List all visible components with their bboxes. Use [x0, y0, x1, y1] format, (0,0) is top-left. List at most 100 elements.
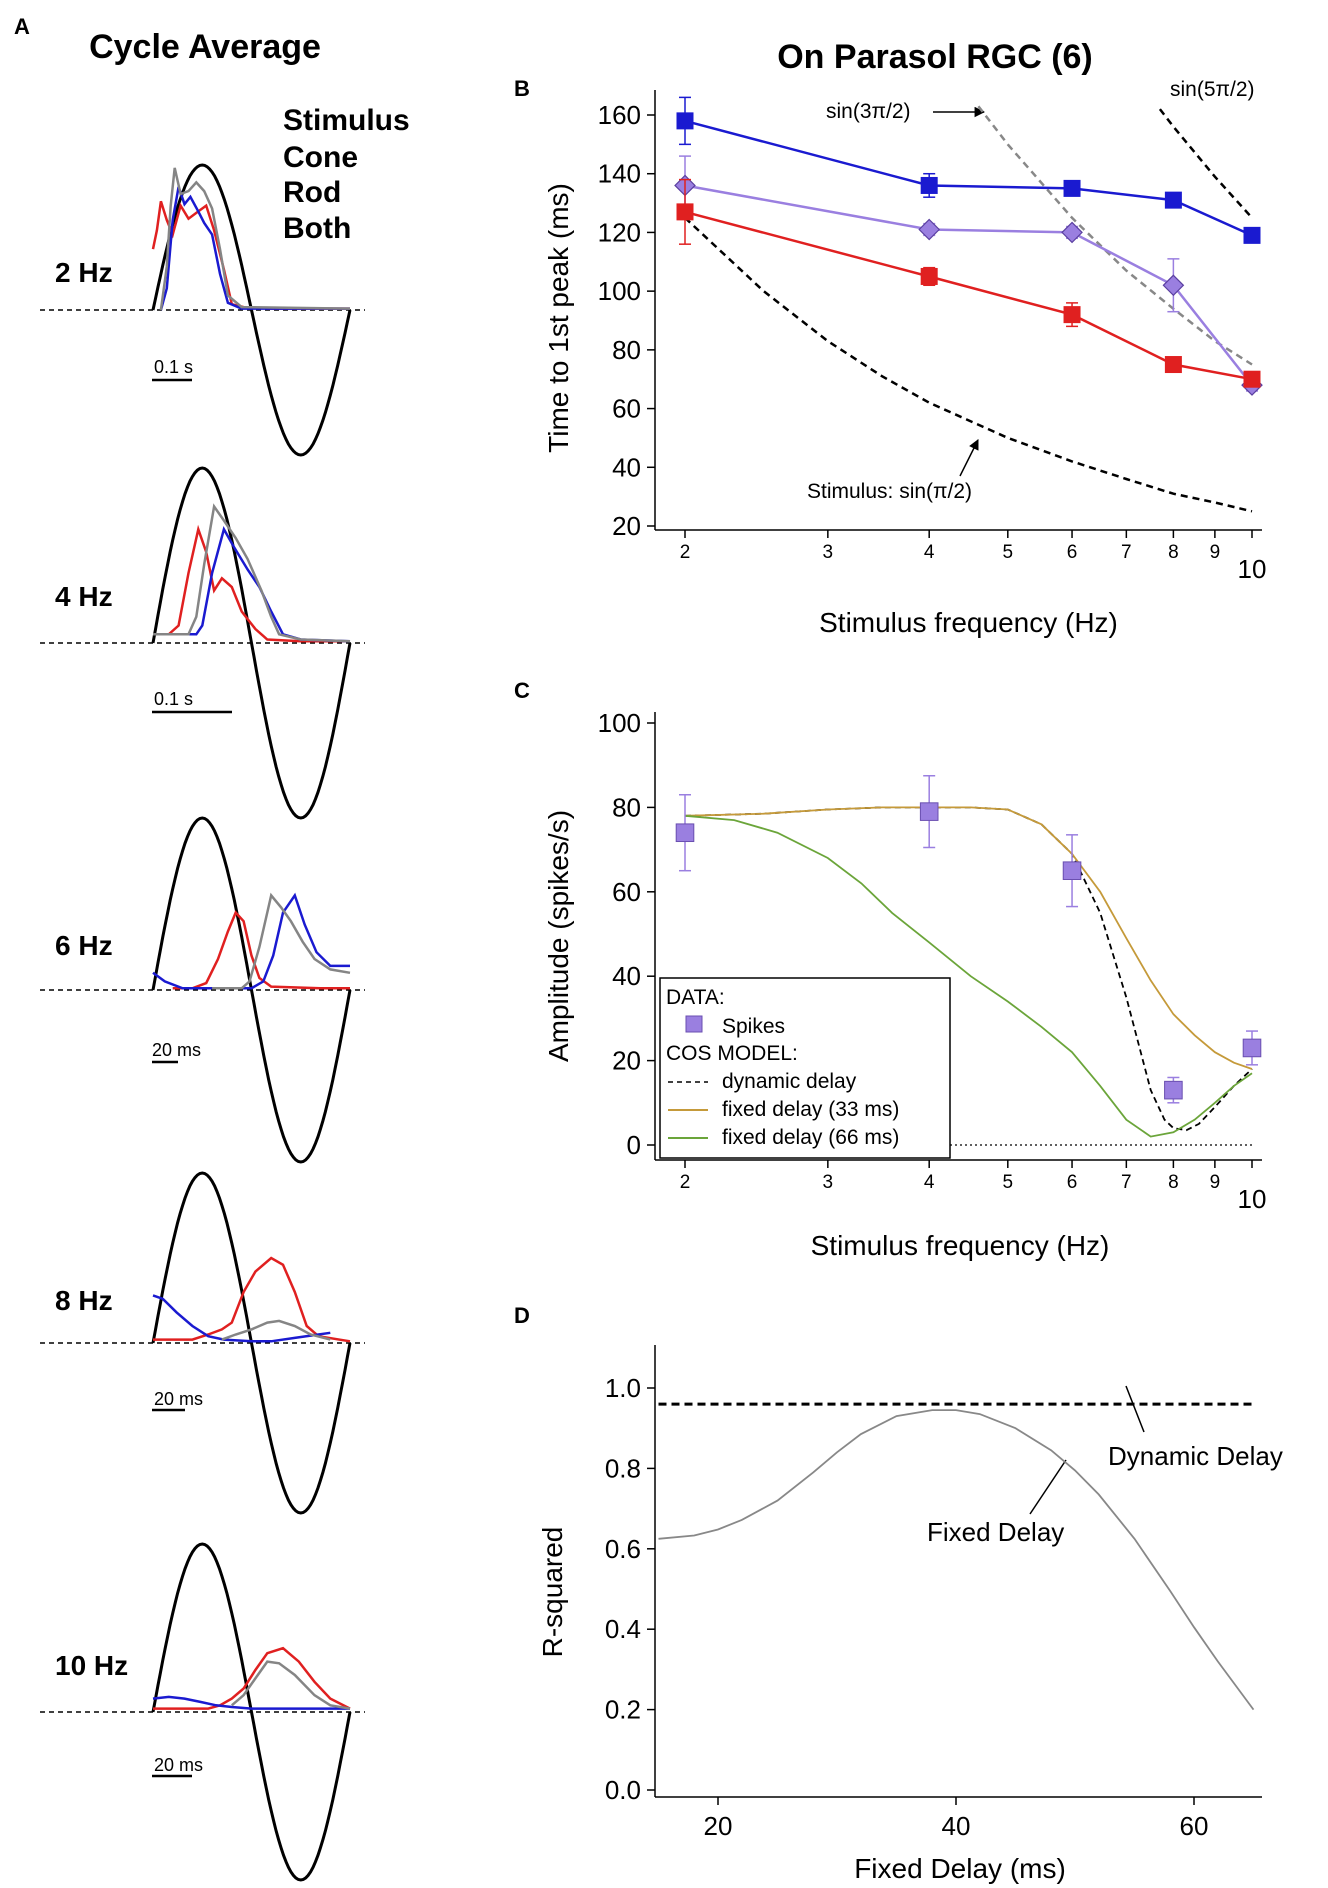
scalebar-label-2hz: 0.1 s	[154, 357, 193, 377]
panel-c: Stimulus frequency (Hz) Amplitude (spike…	[543, 708, 1266, 1261]
panel-c-ylabel: Amplitude (spikes/s)	[543, 810, 574, 1062]
cone-trace-4hz	[153, 524, 350, 643]
legend-spikes-marker	[685, 1015, 703, 1033]
legend-data-header: DATA:	[666, 986, 725, 1009]
panel-a-legend: Stimulus Cone Rod Both	[283, 104, 410, 245]
both-trace-8hz	[221, 1319, 331, 1341]
panel-b-x-tick-label: 7	[1121, 542, 1132, 563]
both-trace-10hz	[230, 1660, 351, 1710]
series-cone-point	[676, 203, 694, 221]
panel-b: Stimulus frequency (Hz) Time to 1st peak…	[543, 78, 1266, 638]
series-rod-point	[1164, 191, 1182, 209]
panel-b-y-tick-label: 120	[598, 217, 641, 247]
panel-b-y-tick-label: 140	[598, 159, 641, 189]
panel-letter-a: A	[14, 14, 30, 39]
both-trace-4hz	[153, 503, 351, 643]
panel-c-y-tick-label: 80	[612, 792, 641, 822]
panel-b-ylabel: Time to 1st peak (ms)	[543, 183, 574, 453]
panel-d-y-tick-label: 0.8	[605, 1453, 641, 1483]
series-cone-point	[1243, 370, 1261, 388]
freq-label-4hz: 4 Hz	[55, 581, 113, 612]
panel-b-y-tick-label: 80	[612, 335, 641, 365]
panel-d-xlabel: Fixed Delay (ms)	[854, 1853, 1066, 1884]
leader-dynamic-delay	[1125, 1385, 1145, 1433]
legend-model-header: COS MODEL:	[666, 1042, 798, 1065]
panel-c-y-tick-label: 20	[612, 1046, 641, 1076]
panel-d-y-tick-label: 0.4	[605, 1614, 641, 1644]
stimulus-trace-6hz	[151, 816, 352, 1164]
stimulus-trace-4hz	[151, 466, 352, 820]
spikes-point	[1062, 861, 1082, 881]
model-line	[684, 814, 1253, 1138]
panel-c-x-tick-label: 6	[1067, 1172, 1078, 1193]
arrow-stimulus	[959, 439, 979, 477]
panel-a-title: Cycle Average	[89, 28, 321, 66]
legend-spikes: Spikes	[722, 1015, 785, 1038]
panel-d-y-tick-label: 0.0	[605, 1775, 641, 1805]
panel-c-x-tick-label: 2	[680, 1172, 691, 1193]
panel-c-x-tick-label: 4	[924, 1172, 935, 1193]
panel-d-y-tick-label: 1.0	[605, 1373, 641, 1403]
scalebar-label-8hz: 20 ms	[154, 1389, 203, 1409]
panel-d-x-tick-label: 20	[704, 1811, 733, 1841]
reference-line	[684, 216, 1253, 513]
panel-letter-b: B	[514, 76, 530, 101]
both-trace-6hz	[212, 892, 351, 990]
legend-rod: Rod	[283, 176, 341, 209]
figure-title: On Parasol RGC (6)	[777, 38, 1093, 76]
series-both-point	[1162, 274, 1185, 297]
series-cone-point	[1063, 306, 1081, 324]
panel-c-y-tick-label: 100	[598, 708, 641, 738]
panel-b-y-tick-label: 20	[612, 511, 641, 541]
panel-d-y-tick-label: 0.6	[605, 1534, 641, 1564]
annotation-sin5: sin(5π/2)	[1170, 78, 1255, 101]
spikes-point	[1242, 1038, 1262, 1058]
legend-fixed66: fixed delay (66 ms)	[722, 1126, 899, 1149]
panel-b-x-tick-label: 8	[1168, 542, 1179, 563]
freq-label-10hz: 10 Hz	[55, 1650, 128, 1681]
panel-c-xlabel: Stimulus frequency (Hz)	[811, 1230, 1110, 1261]
legend-both: Both	[283, 212, 351, 245]
panel-d-x-tick-label: 40	[942, 1811, 971, 1841]
series-cone-point	[1164, 356, 1182, 374]
panel-d-ylabel: R-squared	[537, 1527, 568, 1658]
series-rod-point	[920, 176, 938, 194]
panel-letter-c: C	[514, 678, 530, 703]
legend-dynamic: dynamic delay	[722, 1070, 857, 1093]
annotation-dynamic-delay: Dynamic Delay	[1108, 1441, 1283, 1471]
panel-c-y-tick-label: 60	[612, 877, 641, 907]
panel-a: 2 Hz 4 Hz 6 Hz 8 Hz 10 Hz 0.1 s 0.1 s 20…	[40, 163, 365, 1882]
panel-c-x-tick-label: 5	[1003, 1172, 1014, 1193]
panel-b-x-tick-label: 9	[1210, 542, 1221, 563]
panel-d-y-tick-label: 0.2	[605, 1695, 641, 1725]
model-line	[684, 806, 1253, 1132]
legend-fixed33: fixed delay (33 ms)	[722, 1098, 899, 1121]
reference-line	[1158, 108, 1253, 219]
series-rod-point	[1243, 226, 1261, 244]
series-line-rod	[684, 119, 1253, 237]
panel-c-x-tick-label: 8	[1168, 1172, 1179, 1193]
annotation-fixed-delay: Fixed Delay	[927, 1517, 1064, 1547]
reference-line	[977, 105, 1253, 366]
panel-b-x-tick-label: 5	[1003, 542, 1014, 563]
panel-b-x-tick-label: 10	[1238, 554, 1267, 584]
panel-b-y-tick-label: 160	[598, 100, 641, 130]
panel-b-xlabel: Stimulus frequency (Hz)	[819, 607, 1118, 638]
cone-trace-8hz	[153, 1256, 351, 1343]
panel-letter-d: D	[514, 1303, 530, 1328]
spikes-point	[675, 823, 695, 843]
panel-c-x-tick-label: 10	[1238, 1184, 1267, 1214]
panel-b-x-tick-label: 2	[680, 542, 691, 563]
scalebar-label-4hz: 0.1 s	[154, 689, 193, 709]
panel-c-legend: DATA: Spikes COS MODEL: dynamic delay fi…	[659, 977, 951, 1159]
scalebar-label-10hz: 20 ms	[154, 1755, 203, 1775]
leader-fixed-delay	[1029, 1459, 1067, 1515]
panel-c-x-tick-label: 3	[823, 1172, 834, 1193]
both-trace-2hz	[159, 167, 351, 311]
freq-label-8hz: 8 Hz	[55, 1285, 113, 1316]
legend-stimulus: Stimulus	[283, 104, 410, 137]
cone-trace-6hz	[172, 910, 350, 990]
annotation-stimulus: Stimulus: sin(π/2)	[807, 480, 972, 503]
scalebar-label-6hz: 20 ms	[152, 1040, 201, 1060]
